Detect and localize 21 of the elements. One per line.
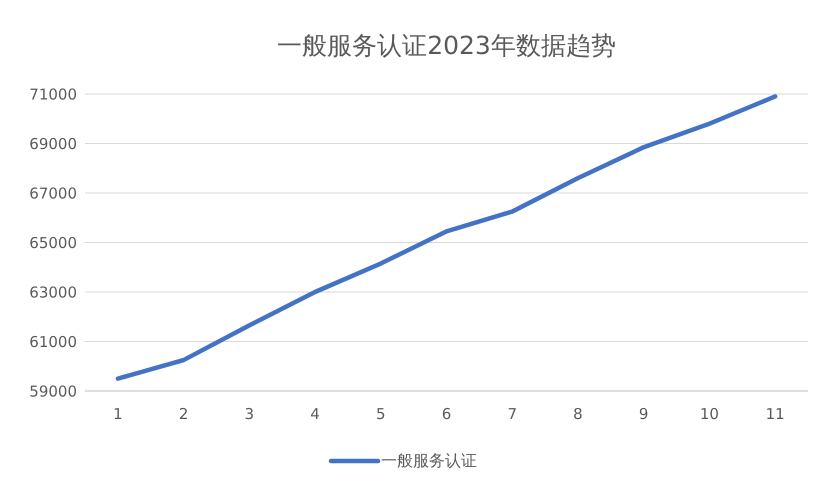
- y-tick-label: 61000: [29, 332, 77, 351]
- legend-label: 一般服务认证: [381, 451, 477, 470]
- x-tick-label: 3: [244, 405, 254, 423]
- y-tick-label: 59000: [29, 382, 77, 400]
- x-tick-label: 9: [638, 405, 648, 423]
- x-tick-label: 1: [113, 405, 123, 423]
- x-tick-label: 4: [310, 405, 320, 423]
- chart-title: 一般服务认证2023年数据趋势: [277, 31, 616, 60]
- line-series: [116, 94, 778, 381]
- x-tick-label: 11: [766, 405, 785, 423]
- y-tick-label: 69000: [29, 134, 77, 153]
- x-tick-label: 5: [376, 405, 386, 423]
- y-tick-label: 65000: [29, 234, 77, 252]
- x-tick-label: 2: [178, 405, 188, 423]
- x-tick-label: 10: [700, 405, 719, 423]
- x-tick-label: 8: [573, 405, 583, 423]
- y-tick-label: 67000: [29, 184, 77, 202]
- x-tick-label: 6: [442, 405, 452, 423]
- x-tick-label: 7: [507, 405, 517, 423]
- y-tick-label: 63000: [29, 283, 77, 302]
- y-tick-label: 71000: [29, 85, 77, 104]
